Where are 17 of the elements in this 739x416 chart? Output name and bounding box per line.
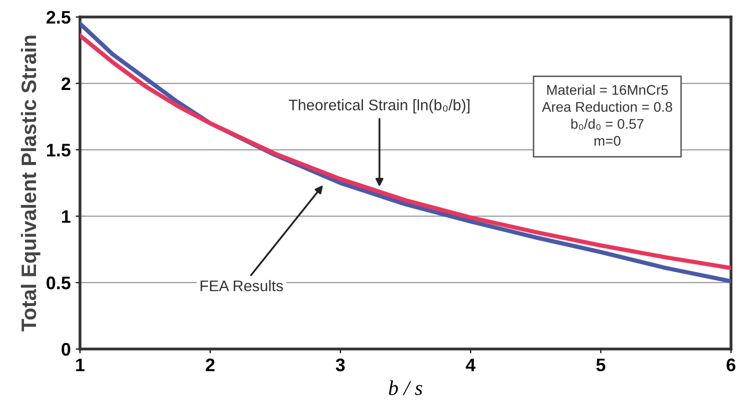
x-tick-label: 4 [466,358,476,372]
y-tick-label: 2 [62,77,70,90]
y-tick-label: 0 [62,342,70,356]
y-tick-label: 2.5 [46,10,70,24]
x-tick-label: 3 [336,358,345,372]
x-axis-title: b / s [388,380,422,396]
y-tick-label: 1.5 [47,144,70,157]
annotation: Material = 16MnCr5 Area Reduction = 0.8 b₀/d₀ = 0.57 m=0 [542,84,672,146]
x-tick-label: 6 [726,358,736,372]
x-tick-label: 1 [76,358,85,372]
y-tick-label: 0.5 [46,276,70,290]
x-tick-label: 5 [596,358,606,372]
y-tick-label: 1 [62,210,70,223]
annotation: Theoretical Strain [ln(b₀/b)] [288,99,470,114]
y-axis-title: Total Equivalent Plastic Strain [20,36,40,332]
annotation: FEA Results [200,280,283,292]
x-tick-label: 2 [206,358,214,372]
